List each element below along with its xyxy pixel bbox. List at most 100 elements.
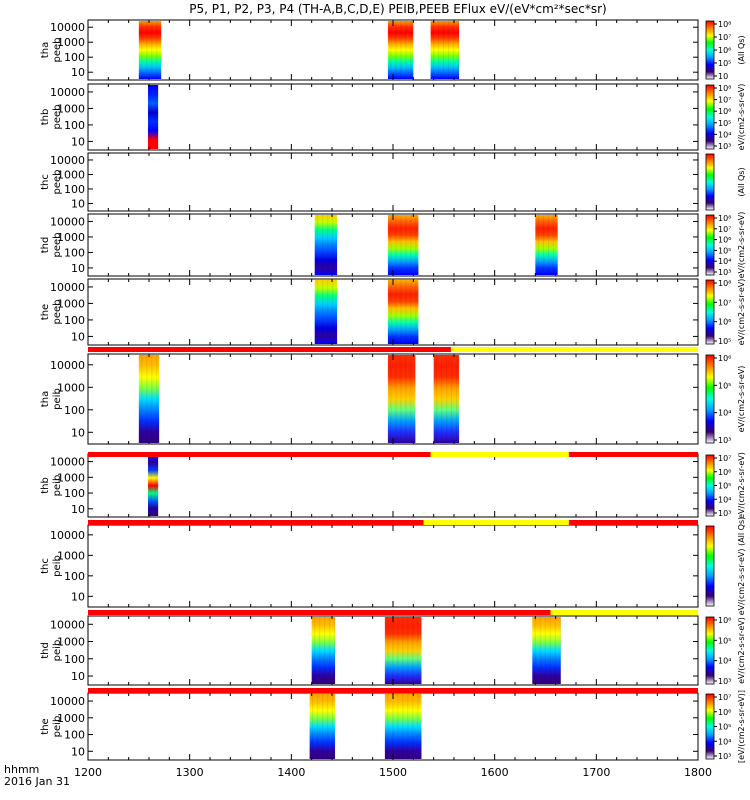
panel-the-peib: 10 100 1000 10000 the peib 10³ 10⁴ 10⁵ 10⁶ 10⁷ [eV/… (40, 690, 746, 763)
spectrogram-block (433, 355, 460, 443)
y-tick-label: 1000 (57, 471, 85, 484)
x-tick-label: 1300 (176, 766, 204, 779)
colorbar-tick-label: 10⁷ (718, 96, 731, 105)
colorbar-tick-label: 10⁴ (718, 495, 731, 504)
y-tick-label: 1000 (57, 712, 85, 725)
panel-thc-peib: 10 100 1000 10000 thc peib eV/(cm2-s-sr-eV) (A… (40, 517, 746, 616)
panel-species-label: peib (52, 475, 63, 497)
colorbar-tick-label: 10⁴ (718, 737, 731, 746)
panel-tha-peeb: 10 100 1000 10000 tha peeb 10 10⁵ 10⁶ 10⁷ 10⁸ (All … (40, 19, 746, 81)
colorbar-label: eV/(cm2-s-sr-eV) (737, 279, 746, 346)
colorbar-tick-label: 10⁶ (718, 468, 731, 477)
spectrogram-block (311, 617, 336, 684)
colorbar (705, 84, 715, 150)
colorbar-label: eV/(cm2-s-sr-eV) (737, 366, 746, 433)
y-tick-label: 10 (71, 745, 85, 758)
panel-tha-peib: 10 100 1000 10000 tha peib 10³ 10⁴ 10⁵ 10⁶ eV/(cm2… (40, 353, 746, 445)
y-tick-label: 10000 (50, 529, 85, 542)
mode-bar-segment (450, 347, 698, 352)
colorbar-tick-label: 10⁷ (718, 33, 731, 42)
mode-bar-segment (430, 452, 569, 457)
colorbar-label: eV/(cm2-s-sr-eV) (737, 452, 746, 519)
colorbar (705, 354, 715, 444)
y-tick-label: 1000 (57, 297, 85, 310)
y-tick-label: 10000 (50, 618, 85, 631)
spectrogram-block (387, 280, 419, 344)
y-tick-label: 100 (64, 729, 85, 742)
colorbar (705, 693, 715, 760)
colorbar (705, 153, 715, 211)
y-tick-label: 100 (64, 119, 85, 132)
colorbar-tick-label: 10⁵ (718, 337, 731, 346)
colorbar-tick-label: 10⁵ (718, 482, 731, 491)
y-tick-label: 10000 (50, 695, 85, 708)
y-tick-label: 100 (64, 314, 85, 327)
panel-species-label: peib (52, 716, 63, 738)
colorbar-tick-label: 10³ (718, 752, 731, 761)
panel-species-label: peib (52, 640, 63, 662)
panel-thb-peeb: 10 100 1000 10000 thb peeb 10³ 10⁴ 10⁵ 10⁶ 10⁷ 10⁸ e… (40, 83, 746, 151)
panel-frame (87, 453, 699, 518)
mode-bar-segment (568, 520, 698, 525)
colorbar-tick-label: 10⁷ (718, 454, 731, 463)
panel-probe-label: thb (40, 477, 51, 494)
spectrogram-block (387, 355, 416, 443)
panel-probe-label: thc (40, 174, 51, 190)
y-tick-label: 100 (64, 570, 85, 583)
x-tick-label: 1500 (379, 766, 407, 779)
colorbar-tick-label: 10⁶ (718, 236, 731, 245)
colorbar-tick-label: 10³ (718, 436, 731, 445)
colorbar-tick-label: 10⁵ (718, 636, 731, 645)
panel-probe-label: thd (40, 642, 51, 659)
colorbar-tick-label: 10⁴ (718, 130, 731, 139)
spectrogram-block (535, 215, 558, 275)
y-tick-label: 10 (71, 426, 85, 439)
colorbar-tick-label: 10⁵ (718, 381, 731, 390)
colorbar-tick-label: 10⁵ (718, 246, 731, 255)
spectrogram-block (314, 215, 338, 275)
colorbar-label: eV/(cm2-s-sr-eV) (737, 212, 746, 279)
panel-frame (87, 524, 699, 608)
colorbar-tick-label: 10⁷ (718, 693, 731, 702)
x-tick-label: 1800 (684, 766, 712, 779)
panel-frame (87, 83, 699, 151)
panel-thd-peib: 10 100 1000 10000 thd peib 10³ 10⁴ 10⁵ 10⁶ eV/(cm2… (40, 615, 746, 686)
y-tick-label: 1000 (57, 636, 85, 649)
panel-probe-label: the (40, 304, 51, 320)
colorbar-tick-label: 10⁶ (718, 354, 731, 363)
panel-probe-label: tha (40, 391, 51, 407)
colorbar-tick-label: 10⁵ (718, 59, 731, 68)
y-tick-label: 10000 (50, 86, 85, 99)
x-axis-label: hhmm (4, 763, 39, 776)
colorbar-tick-label: 10⁴ (718, 657, 731, 666)
colorbar-label: (All Qs) (737, 167, 746, 196)
panel-species-label: peeb (52, 300, 63, 325)
y-tick-label: 10000 (50, 281, 85, 294)
y-tick-label: 1000 (57, 102, 85, 115)
date-label: 2016 Jan 31 (4, 775, 70, 788)
chart-title: P5, P1, P2, P3, P4 (TH-A,B,C,D,E) PEIB,P… (189, 2, 606, 16)
colorbar-tick-label: 10³ (718, 268, 731, 277)
y-tick-label: 100 (64, 653, 85, 666)
panel-probe-label: thd (40, 237, 51, 254)
panel-probe-label: the (40, 718, 51, 734)
y-tick-label: 10000 (50, 456, 85, 469)
mode-bar-segment (88, 610, 551, 615)
colorbar-label: (All Qs) (737, 35, 746, 64)
spectrogram-block (384, 694, 422, 759)
colorbar-tick-label: 10⁸ (718, 279, 731, 288)
y-tick-label: 100 (64, 51, 85, 64)
spectrogram-block (430, 21, 460, 79)
spectrogram-block (314, 280, 338, 344)
mode-bar-segment (423, 520, 569, 525)
colorbar-tick-label: 10³ (718, 677, 731, 686)
panel-thb-peib: 10 100 1000 10000 thb peib 10³ 10⁴ 10⁵ 10⁶ 10⁷ eV/(… (40, 452, 746, 519)
y-tick-label: 100 (64, 246, 85, 259)
colorbar-tick-label: 10⁸ (718, 20, 731, 29)
colorbar-tick-label: 10⁸ (718, 214, 731, 223)
colorbar-tick-label: 10⁶ (718, 46, 731, 55)
